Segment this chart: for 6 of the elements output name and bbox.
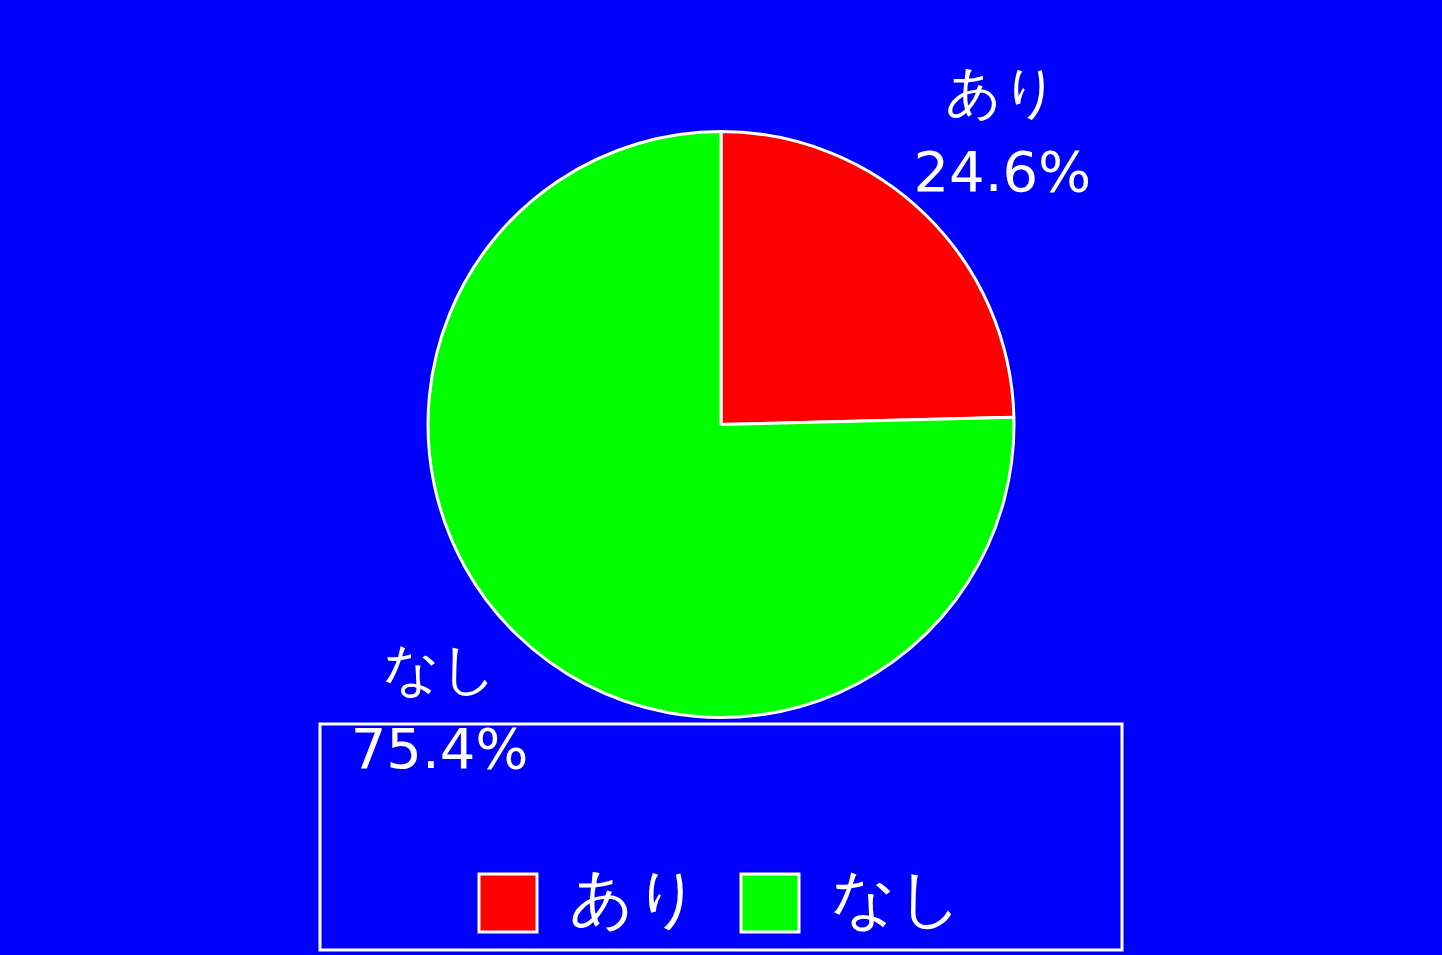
slice-label: なし — [382, 635, 497, 701]
slice-label: あり — [945, 58, 1060, 124]
legend-label: あり — [569, 860, 701, 935]
data-label: 75.4% — [350, 715, 529, 781]
data-label: 24.6% — [913, 138, 1092, 204]
legend-label: なし — [831, 860, 963, 935]
